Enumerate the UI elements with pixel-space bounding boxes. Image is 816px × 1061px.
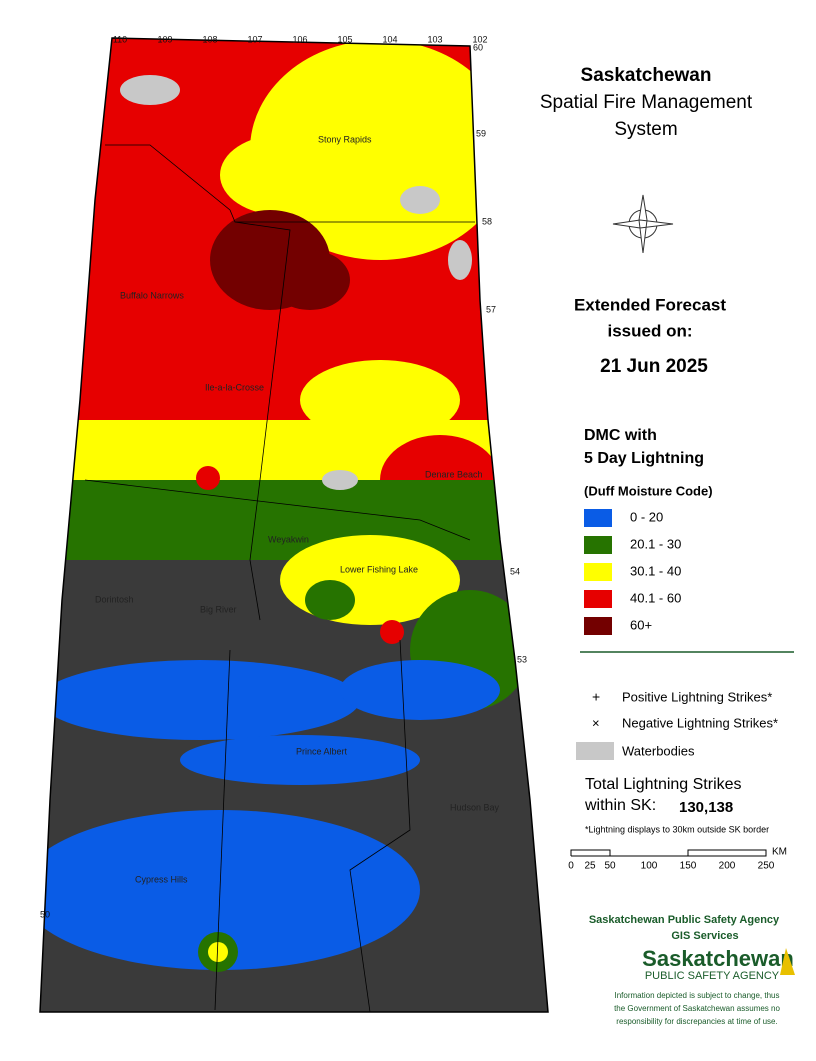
subtitle: System bbox=[614, 119, 677, 140]
longitude-label: 104 bbox=[382, 34, 397, 44]
total-label: within SK: bbox=[584, 797, 656, 814]
waterbody bbox=[120, 75, 180, 105]
total-label: Total Lightning Strikes bbox=[585, 776, 742, 793]
dmc-zone bbox=[208, 942, 228, 962]
legend-subtitle: (Duff Moisture Code) bbox=[584, 483, 713, 498]
longitude-label: 106 bbox=[292, 34, 307, 44]
title: Saskatchewan bbox=[581, 65, 712, 86]
compass bbox=[612, 194, 674, 254]
dmc-zone bbox=[40, 480, 548, 560]
district-lines bbox=[84, 144, 475, 1013]
forecast-date: 21 Jun 2025 bbox=[600, 356, 708, 377]
latitude-label: 54 bbox=[510, 566, 520, 576]
legend-swatch bbox=[584, 590, 612, 608]
dmc-zone bbox=[220, 135, 340, 215]
legend-swatch bbox=[584, 617, 612, 635]
latitude-label: 50 bbox=[40, 909, 50, 919]
legend-swatch bbox=[584, 563, 612, 581]
longitude-labels: 110 109 108 107 106 105 104 103 102 bbox=[113, 34, 488, 44]
latitude-labels: 60 59 58 57 54 53 50 bbox=[40, 42, 527, 919]
longitude-label: 107 bbox=[247, 34, 262, 44]
longitude-label: 109 bbox=[157, 34, 172, 44]
longitude-label: 105 bbox=[337, 34, 352, 44]
scale-bar bbox=[570, 849, 767, 857]
legend: 0 - 20 20.1 - 30 30.1 - 40 40.1 - 60 60+ bbox=[584, 509, 681, 635]
dmc-zone bbox=[180, 735, 420, 785]
logo-text: Saskatchewan bbox=[642, 946, 794, 971]
legend-label: 0 - 20 bbox=[630, 509, 663, 524]
scale-label: 150 bbox=[680, 861, 697, 872]
place-label: Denare Beach bbox=[425, 469, 483, 479]
dmc-zone bbox=[340, 660, 500, 720]
scale-labels: 0 25 50 100 150 200 250 bbox=[568, 861, 775, 872]
logo-text: PUBLIC SAFETY AGENCY bbox=[645, 970, 780, 982]
scale-label: 50 bbox=[604, 861, 616, 872]
place-labels: Stony Rapids Buffalo Narrows Ile-a-la-Cr… bbox=[95, 134, 500, 884]
legend-label: 20.1 - 30 bbox=[630, 536, 681, 551]
dmc-zone bbox=[380, 620, 404, 644]
legend-label: 40.1 - 60 bbox=[630, 590, 681, 605]
waterbody bbox=[400, 186, 440, 214]
longitude-label: 108 bbox=[202, 34, 217, 44]
legend-label: Waterbodies bbox=[622, 743, 695, 758]
scale-label: 25 bbox=[584, 861, 596, 872]
dmc-zone bbox=[40, 420, 548, 490]
agency-unit: GIS Services bbox=[671, 930, 738, 942]
longitude-label: 103 bbox=[427, 34, 442, 44]
place-label: Ile-a-la-Crosse bbox=[205, 382, 264, 392]
disclaimer: responsibility for discrepancies at time… bbox=[616, 1017, 777, 1026]
province-border bbox=[39, 37, 549, 1013]
dmc-zone bbox=[270, 250, 350, 310]
place-label: Stony Rapids bbox=[318, 134, 372, 144]
legend-label: Negative Lightning Strikes* bbox=[622, 715, 778, 730]
longitude-label: 110 bbox=[113, 34, 127, 44]
latitude-label: 59 bbox=[476, 128, 486, 138]
disclaimer: Information depicted is subject to chang… bbox=[615, 991, 780, 1000]
waterbody bbox=[322, 470, 358, 490]
total-value: 130,138 bbox=[679, 799, 733, 816]
legend-title: DMC with bbox=[584, 427, 657, 444]
latitude-label: 60 bbox=[473, 42, 483, 52]
legend-label: Positive Lightning Strikes* bbox=[622, 689, 772, 704]
place-label: Lower Fishing Lake bbox=[340, 564, 418, 574]
place-label: Cypress Hills bbox=[135, 874, 188, 884]
place-label: Weyakwin bbox=[268, 534, 309, 544]
scale-label: 250 bbox=[758, 861, 775, 872]
legend-symbol: × bbox=[592, 715, 600, 730]
place-label: Dorintosh bbox=[95, 594, 134, 604]
legend-title: 5 Day Lightning bbox=[584, 450, 704, 467]
place-label: Big River bbox=[200, 604, 237, 614]
note: *Lightning displays to 30km outside SK b… bbox=[585, 824, 769, 834]
longitude-label: 102 bbox=[472, 34, 487, 44]
latitude-label: 58 bbox=[482, 216, 492, 226]
disclaimer: the Government of Saskatchewan assumes n… bbox=[614, 1004, 780, 1013]
latitude-label: 57 bbox=[486, 304, 496, 314]
legend-swatch bbox=[584, 536, 612, 554]
logo-mark bbox=[780, 948, 795, 975]
dmc-zone bbox=[40, 660, 360, 740]
place-label: Prince Albert bbox=[296, 746, 348, 756]
forecast-label: issued on: bbox=[607, 321, 692, 340]
legend-swatch bbox=[576, 742, 614, 760]
scale-label: 100 bbox=[641, 861, 658, 872]
legend-symbol: + bbox=[592, 689, 600, 705]
agency-name: Saskatchewan Public Safety Agency bbox=[589, 914, 780, 926]
scale-label: 200 bbox=[719, 861, 736, 872]
place-label: Hudson Bay bbox=[450, 802, 500, 812]
dmc-zone bbox=[196, 466, 220, 490]
forecast-label: Extended Forecast bbox=[574, 295, 726, 314]
scale-label: 0 bbox=[568, 861, 574, 872]
legend-label: 30.1 - 40 bbox=[630, 563, 681, 578]
map bbox=[40, 38, 548, 1012]
dmc-zone bbox=[305, 580, 355, 620]
subtitle: Spatial Fire Management bbox=[540, 92, 753, 113]
legend-swatch bbox=[584, 509, 612, 527]
legend-label: 60+ bbox=[630, 617, 652, 632]
waterbody bbox=[448, 240, 472, 280]
latitude-label: 53 bbox=[517, 654, 527, 664]
place-label: Buffalo Narrows bbox=[120, 290, 184, 300]
scale-unit: KM bbox=[772, 847, 787, 858]
